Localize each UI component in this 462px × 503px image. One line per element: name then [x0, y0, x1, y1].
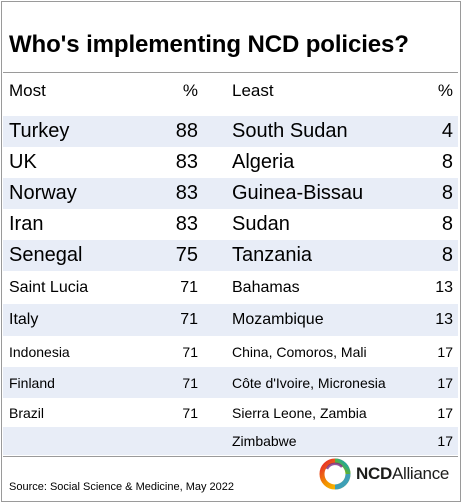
most-percent: 71: [182, 374, 198, 391]
table-row: Italy 71 Mozambique 13: [3, 304, 458, 336]
footer-divider: [3, 456, 458, 457]
least-country: Mozambique: [232, 311, 324, 328]
least-country: Guinea-Bissau: [232, 182, 364, 204]
least-country: Tanzania: [232, 244, 313, 266]
header-most: Most: [9, 81, 46, 100]
header-least: Least: [232, 81, 274, 100]
most-country: Indonesia: [9, 343, 70, 360]
least-percent: 8: [441, 182, 453, 204]
header-pct-right: %: [437, 81, 453, 100]
title-divider: [3, 72, 458, 73]
least-country: Côte d'Ivoire, Micronesia: [232, 374, 386, 391]
table-row: Saint Lucia 71 Bahamas 13: [3, 272, 458, 304]
page-title: Who's implementing NCD policies?: [9, 31, 409, 58]
least-country: Sierra Leone, Zambia: [232, 404, 367, 421]
table-row: Turkey 88 South Sudan 4: [3, 116, 458, 147]
least-percent: 17: [437, 374, 453, 391]
least-percent: 8: [441, 244, 453, 266]
most-country: Turkey: [9, 120, 70, 142]
least-country: Sudan: [232, 213, 290, 235]
table-row: Norway 83 Guinea-Bissau 8: [3, 178, 458, 209]
most-country: Iran: [9, 213, 44, 235]
source-note: Source: Social Science & Medicine, May 2…: [9, 481, 235, 493]
least-percent: 13: [435, 311, 453, 328]
table-row: Zimbabwe 17: [3, 427, 458, 455]
most-country: Brazil: [9, 404, 45, 421]
most-country: Saint Lucia: [9, 279, 89, 296]
ncd-alliance-logo: NCDAlliance: [318, 457, 449, 491]
most-country: Finland: [9, 374, 55, 391]
most-percent: 83: [175, 151, 198, 173]
most-percent: 83: [175, 182, 198, 204]
least-country: Bahamas: [232, 279, 300, 296]
most-percent: 88: [175, 120, 198, 142]
table-row: Finland 71 Côte d'Ivoire, Micronesia 17: [3, 367, 458, 398]
table-header: Most % Least %: [3, 76, 458, 106]
least-percent: 13: [435, 279, 453, 296]
least-country: China, Comoros, Mali: [232, 343, 367, 360]
least-percent: 17: [437, 404, 453, 421]
ncd-alliance-ring-logo-icon: [319, 458, 351, 490]
most-percent: 71: [180, 279, 198, 296]
table-row: Senegal 75 Tanzania 8: [3, 240, 458, 271]
least-percent: 17: [437, 433, 453, 449]
least-country: South Sudan: [232, 120, 348, 142]
least-country: Algeria: [232, 151, 295, 173]
brand-name: NCDAlliance: [356, 464, 449, 484]
most-country: Senegal: [9, 244, 83, 266]
least-percent: 8: [441, 213, 453, 235]
most-country: UK: [9, 151, 37, 173]
table-row: UK 83 Algeria 8: [3, 147, 458, 178]
most-percent: 71: [182, 404, 198, 421]
most-percent: 71: [182, 343, 198, 360]
most-percent: 75: [175, 244, 198, 266]
most-percent: 71: [180, 311, 198, 328]
least-country: Zimbabwe: [232, 433, 297, 449]
least-percent: 17: [437, 343, 453, 360]
most-country: Norway: [9, 182, 77, 204]
table-row: Indonesia 71 China, Comoros, Mali 17: [3, 336, 458, 367]
most-country: Italy: [9, 311, 39, 328]
brand-alliance: Alliance: [391, 464, 450, 483]
table-row: Iran 83 Sudan 8: [3, 209, 458, 240]
table-row: Brazil 71 Sierra Leone, Zambia 17: [3, 398, 458, 427]
least-percent: 8: [441, 151, 453, 173]
least-percent: 4: [441, 120, 453, 142]
header-pct-left: %: [182, 81, 198, 100]
most-percent: 83: [175, 213, 198, 235]
brand-ncd: NCD: [356, 464, 392, 483]
